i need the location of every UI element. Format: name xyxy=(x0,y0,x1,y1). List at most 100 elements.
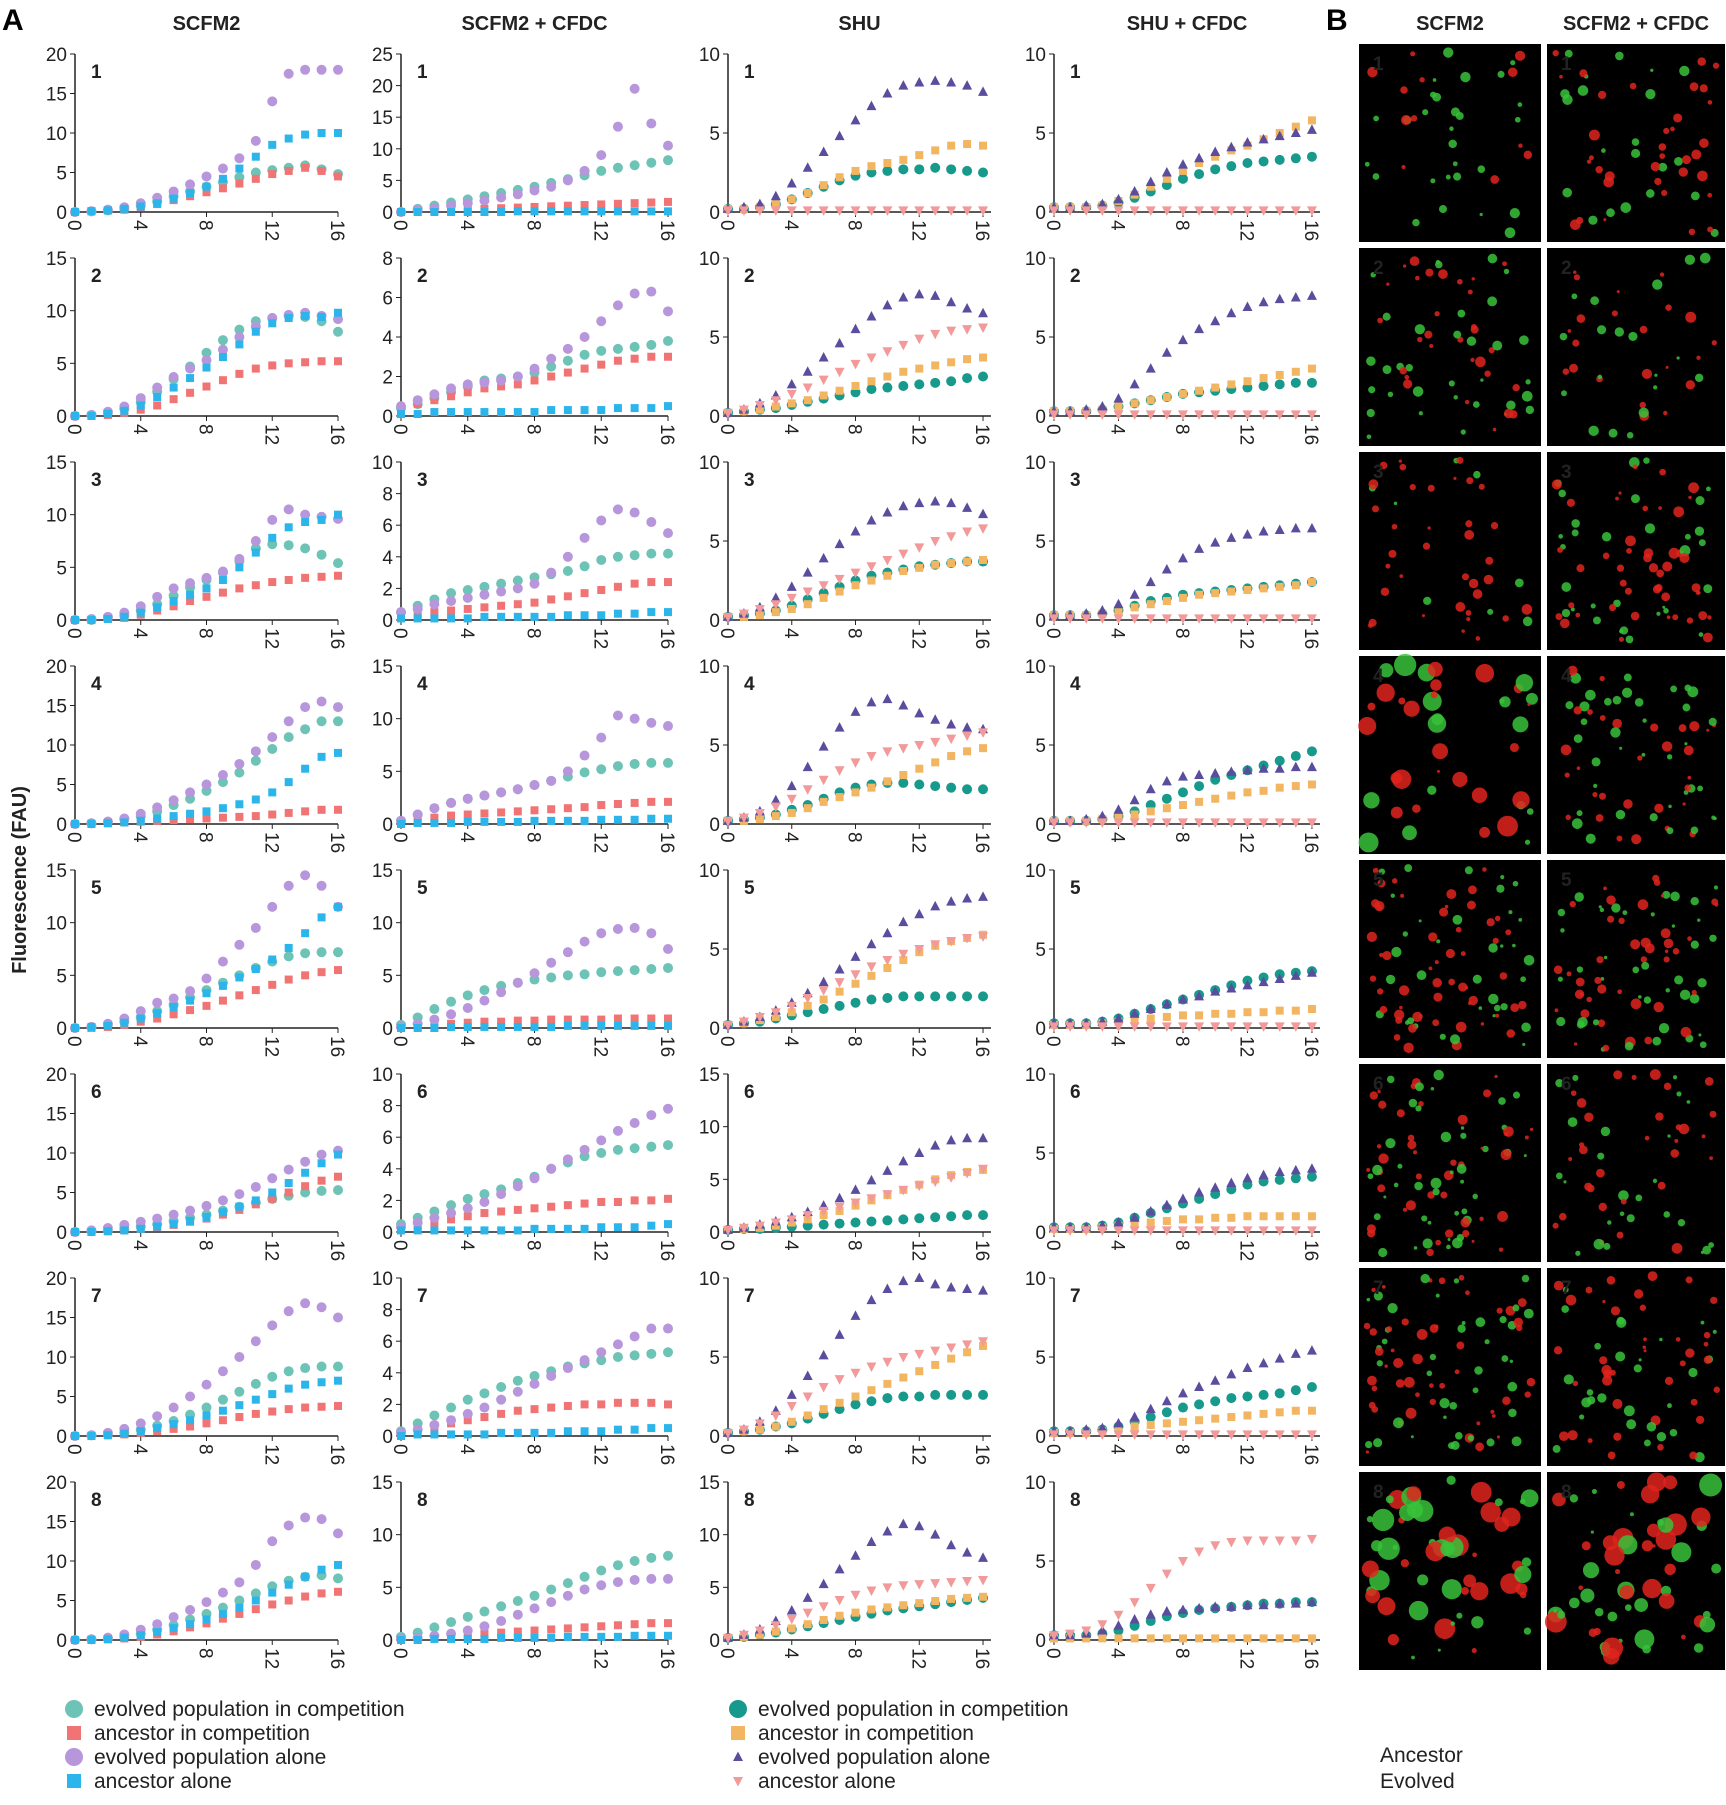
point xyxy=(883,1603,892,1612)
cell xyxy=(1427,714,1447,733)
point xyxy=(235,584,244,593)
point xyxy=(1307,1212,1316,1221)
point xyxy=(463,1212,472,1221)
x-tick-label: 12 xyxy=(907,832,928,853)
cell xyxy=(1422,1238,1433,1249)
cell xyxy=(1383,1195,1387,1199)
cell xyxy=(1688,482,1700,494)
point xyxy=(268,578,277,587)
point xyxy=(947,141,956,150)
point xyxy=(898,777,909,788)
point xyxy=(479,1196,490,1207)
point xyxy=(334,1376,342,1385)
cell xyxy=(1653,385,1658,390)
point xyxy=(1274,1174,1285,1185)
x-tick-label: 8 xyxy=(1171,1036,1192,1047)
cell xyxy=(1439,907,1449,917)
point xyxy=(152,382,163,393)
point xyxy=(962,527,973,538)
point xyxy=(646,1110,657,1121)
point xyxy=(513,408,522,417)
cell xyxy=(1687,775,1692,780)
cell xyxy=(1502,615,1509,622)
point xyxy=(915,364,924,373)
point xyxy=(1178,1215,1187,1224)
point xyxy=(186,590,195,599)
point xyxy=(1161,347,1172,357)
cell xyxy=(1364,161,1370,167)
cell xyxy=(1690,896,1699,906)
point xyxy=(301,1592,310,1601)
cell xyxy=(1449,1170,1454,1175)
cell xyxy=(1378,868,1386,875)
x-tick-label: 16 xyxy=(1300,1648,1321,1669)
cell xyxy=(1514,578,1524,588)
point xyxy=(462,198,473,209)
point xyxy=(250,1378,261,1389)
point xyxy=(1081,1022,1092,1032)
point xyxy=(597,611,606,620)
cell xyxy=(1661,189,1668,197)
point xyxy=(1307,780,1316,789)
point xyxy=(1146,1014,1155,1023)
point xyxy=(479,995,490,1006)
point xyxy=(978,1552,989,1562)
y-tick-label: 0 xyxy=(709,1223,720,1244)
cell xyxy=(1476,1421,1481,1426)
cell xyxy=(1552,49,1559,57)
point xyxy=(754,1626,765,1637)
point xyxy=(629,713,640,724)
point xyxy=(479,1621,490,1632)
point xyxy=(819,797,828,806)
point xyxy=(946,296,957,307)
point xyxy=(1290,206,1301,216)
cell xyxy=(1694,1451,1705,1463)
y-tick-label: 5 xyxy=(1035,736,1046,757)
point xyxy=(1290,1173,1301,1184)
image-label: 6 xyxy=(1561,1074,1572,1095)
cell xyxy=(1618,491,1622,495)
point xyxy=(152,591,163,602)
x-tick-label: 8 xyxy=(844,1444,865,1455)
cell xyxy=(1567,1117,1578,1127)
point xyxy=(1130,603,1139,612)
point xyxy=(1211,589,1220,598)
point xyxy=(946,76,957,87)
point xyxy=(770,1218,781,1229)
cell xyxy=(1523,150,1533,160)
cell xyxy=(1475,663,1495,683)
cell xyxy=(1445,948,1456,959)
cell xyxy=(1594,976,1602,985)
point xyxy=(882,299,893,310)
point xyxy=(563,1624,572,1633)
cell xyxy=(1650,161,1661,172)
point xyxy=(496,586,507,597)
cell xyxy=(1697,785,1704,792)
point xyxy=(497,1409,506,1418)
point xyxy=(882,747,893,757)
point xyxy=(412,603,423,614)
x-tick-label: 12 xyxy=(907,1648,928,1669)
cell xyxy=(1415,1105,1422,1112)
point xyxy=(300,509,311,520)
point xyxy=(103,1227,112,1236)
point xyxy=(1242,1430,1253,1440)
cell xyxy=(1586,159,1592,164)
point xyxy=(834,206,845,216)
point xyxy=(579,332,590,342)
cell xyxy=(1448,978,1456,986)
cell xyxy=(1624,1604,1632,1611)
point xyxy=(1211,1213,1220,1222)
point xyxy=(186,374,195,383)
y-tick-label: 0 xyxy=(709,611,720,632)
point xyxy=(867,783,876,792)
y-tick-label: 15 xyxy=(46,85,67,106)
micrograph: 3 xyxy=(1547,452,1725,650)
point xyxy=(1097,206,1108,216)
point xyxy=(664,1021,672,1030)
point xyxy=(201,1200,212,1211)
cell xyxy=(1501,1507,1521,1527)
point xyxy=(217,770,228,781)
point xyxy=(447,408,456,417)
cell xyxy=(1684,533,1691,540)
